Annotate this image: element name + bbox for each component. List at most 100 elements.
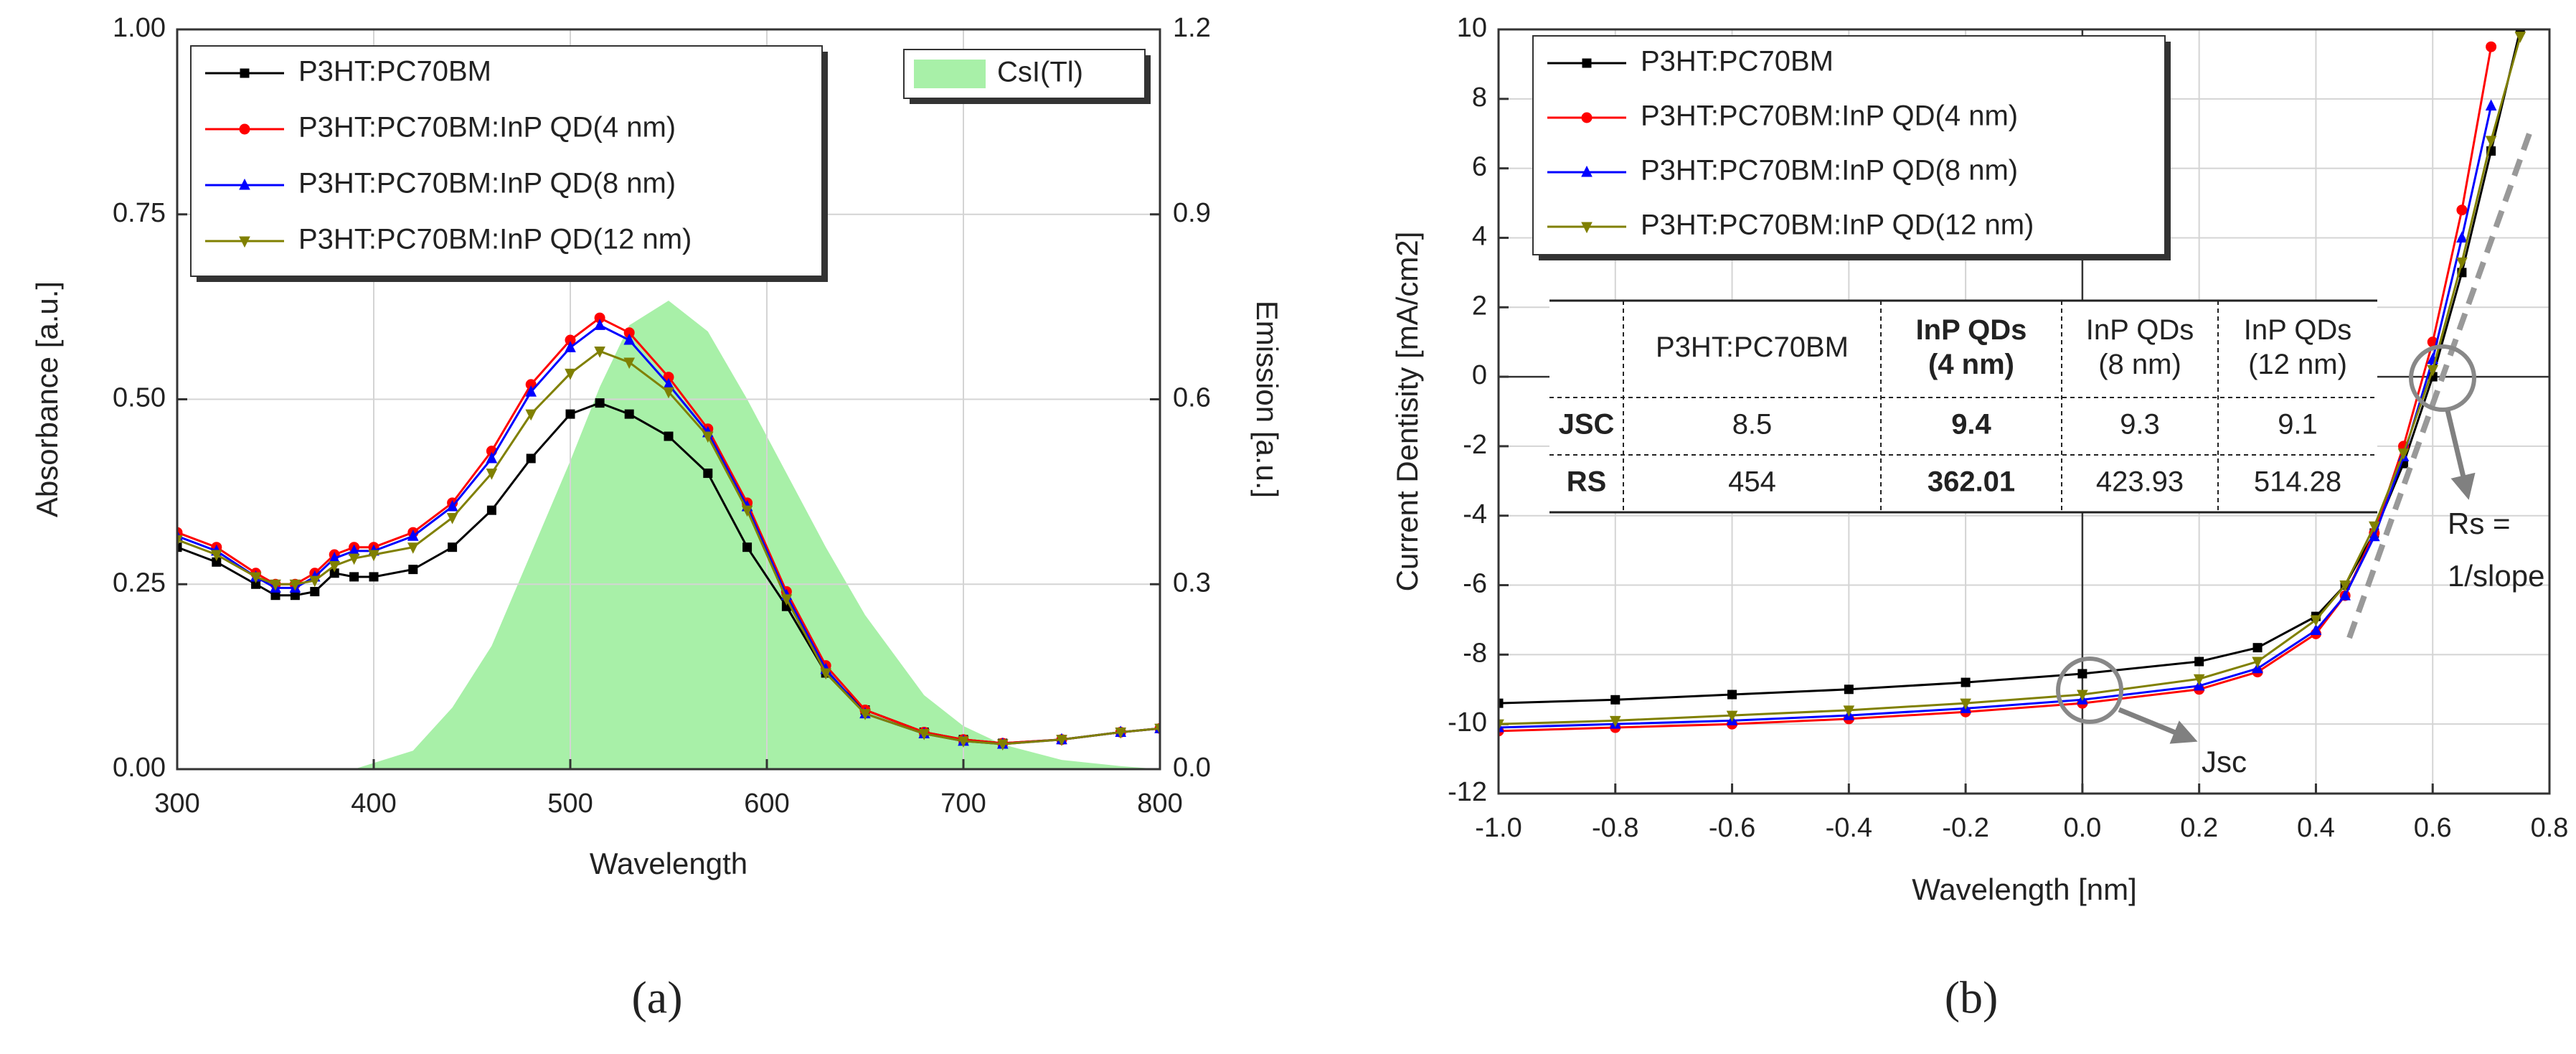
x-tick-label: 700 — [940, 789, 986, 819]
plot-frame — [1497, 28, 2551, 795]
x-tick-label: -0.4 — [1826, 813, 1872, 843]
x-tick-label: -0.6 — [1709, 813, 1755, 843]
x-tick-label: 600 — [744, 789, 789, 819]
y-tick-label: -2 — [1463, 430, 1487, 460]
marker — [2397, 448, 2410, 460]
highlight-circle — [2409, 344, 2476, 412]
marker — [446, 512, 458, 524]
table-cell: 9.3 — [2120, 409, 2160, 441]
legend-label: P3HT:PC70BM — [298, 56, 491, 88]
y-tick-label: -6 — [1463, 569, 1487, 599]
x-tick-label: 0.8 — [2531, 813, 2569, 843]
legend-marker — [239, 236, 250, 248]
y-tick-label: 0.50 — [113, 383, 166, 413]
marker — [624, 409, 634, 419]
marker — [525, 385, 537, 397]
y2-tick-label: 1.2 — [1173, 13, 1211, 43]
marker — [1609, 715, 1621, 728]
legend-marker — [239, 123, 250, 135]
panel-label: (b) — [1945, 972, 1999, 1023]
marker — [289, 579, 301, 591]
y-tick-label: 0.00 — [113, 753, 166, 783]
marker — [177, 535, 183, 547]
table-header: InP QDs — [2086, 314, 2194, 346]
marker — [408, 565, 418, 575]
y-tick-label: 8 — [1472, 83, 1487, 113]
marker — [1727, 690, 1737, 700]
y-tick-label: 1.00 — [113, 13, 166, 43]
marker — [2485, 99, 2497, 110]
marker — [664, 431, 674, 441]
marker — [486, 505, 496, 515]
markers — [1499, 99, 2497, 733]
annotation: Rs = — [2448, 507, 2511, 540]
table-cell: 454 — [1728, 466, 1776, 498]
legend-marker — [239, 178, 250, 190]
marker — [369, 572, 379, 582]
marker — [446, 499, 458, 512]
table-cell: 8.5 — [1732, 409, 1773, 441]
marker — [308, 575, 321, 588]
y2-tick-label: 0.3 — [1173, 568, 1211, 598]
marker — [741, 505, 753, 517]
y-tick-label: 0 — [1472, 360, 1487, 390]
x-tick-label: -0.2 — [1942, 813, 1988, 843]
table-cell: 514.28 — [2254, 466, 2341, 498]
marker — [780, 594, 793, 606]
marker — [595, 398, 605, 408]
x-tick-label: 0.0 — [2063, 813, 2101, 843]
y2-tick-label: 0.9 — [1173, 198, 1211, 228]
legend-label: P3HT:PC70BM:InP QD(12 nm) — [1641, 210, 2034, 241]
marker — [1610, 695, 1620, 705]
y-tick-label: 4 — [1472, 221, 1487, 251]
x-tick-label: 300 — [154, 789, 199, 819]
marker — [2369, 521, 2380, 533]
table-cell: 9.1 — [2278, 409, 2318, 441]
marker — [486, 469, 498, 480]
marker — [177, 542, 182, 552]
marker — [2456, 231, 2468, 243]
plot-frame — [176, 28, 1161, 771]
marker — [2310, 624, 2322, 635]
y-tick-label: 6 — [1472, 152, 1487, 182]
marker — [348, 553, 360, 565]
marker — [2456, 257, 2468, 269]
marker — [703, 469, 713, 479]
table-header: InP QDs — [2244, 314, 2351, 346]
x-tick-label: 0.2 — [2180, 813, 2218, 843]
marker — [820, 668, 832, 680]
table-cell: 362.01 — [1928, 466, 2015, 498]
marker — [486, 451, 498, 464]
marker — [407, 542, 419, 554]
marker — [250, 572, 262, 584]
marker — [270, 579, 281, 591]
x-axis-title: Wavelength [nm] — [1912, 872, 2137, 906]
marker — [239, 178, 250, 190]
marker — [2077, 690, 2088, 702]
y-tick-label: -8 — [1463, 638, 1487, 668]
legend-label: P3HT:PC70BM:InP QD(8 nm) — [298, 168, 676, 199]
marker — [565, 368, 576, 380]
marker — [2194, 657, 2204, 667]
marker — [448, 542, 458, 552]
table-cell: 423.93 — [2096, 466, 2184, 498]
marker — [526, 453, 536, 464]
arrow — [2445, 410, 2476, 500]
marker — [239, 236, 250, 248]
marker — [742, 542, 752, 552]
marker — [1056, 735, 1067, 746]
legend-label: P3HT:PC70BM:InP QD(12 nm) — [298, 224, 692, 255]
marker — [2252, 643, 2263, 653]
marker — [1961, 677, 1971, 687]
table-header: (12 nm) — [2248, 349, 2347, 380]
table-header: (4 nm) — [1928, 349, 2014, 380]
marker — [210, 550, 222, 562]
x-tick-label: -1.0 — [1475, 813, 1521, 843]
legend-marker — [1581, 112, 1593, 123]
y-tick-label: 2 — [1472, 291, 1487, 321]
marker — [1726, 710, 1738, 723]
marker — [407, 530, 419, 541]
x-tick-label: 800 — [1137, 789, 1182, 819]
marker — [1844, 684, 1854, 695]
x-axis-title: Wavelength — [590, 847, 747, 880]
